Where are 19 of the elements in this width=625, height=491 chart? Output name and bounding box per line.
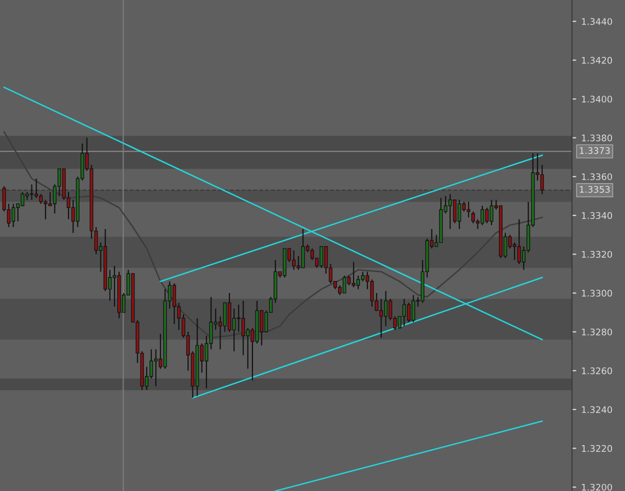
y-tick-label: 1.3440 [582,18,612,25]
y-tick-label: 1.3320 [582,250,612,258]
y-tick-label: 1.3420 [582,56,612,64]
y-tick-label: 1.3220 [582,445,612,452]
y-tick-label: 1.3200 [582,484,612,491]
ref-line-label: 1.3373 [580,147,610,154]
ref-line-label: 1.3353 [580,186,610,193]
y-tick-label: 1.3280 [582,328,612,336]
y-tick-label: 1.3340 [582,212,612,219]
candlestick [452,199,457,224]
y-tick-label: 1.3400 [582,96,612,103]
y-tick-label: 1.3260 [582,367,612,374]
y-tick-label: 1.3380 [582,134,612,142]
candlestick [406,302,411,323]
candlestick [172,282,176,325]
y-tick-label: 1.3240 [582,406,612,414]
y-tick-label: 1.3300 [582,290,612,297]
candlestick [241,300,246,356]
y-tick-label: 1.3360 [582,173,612,180]
